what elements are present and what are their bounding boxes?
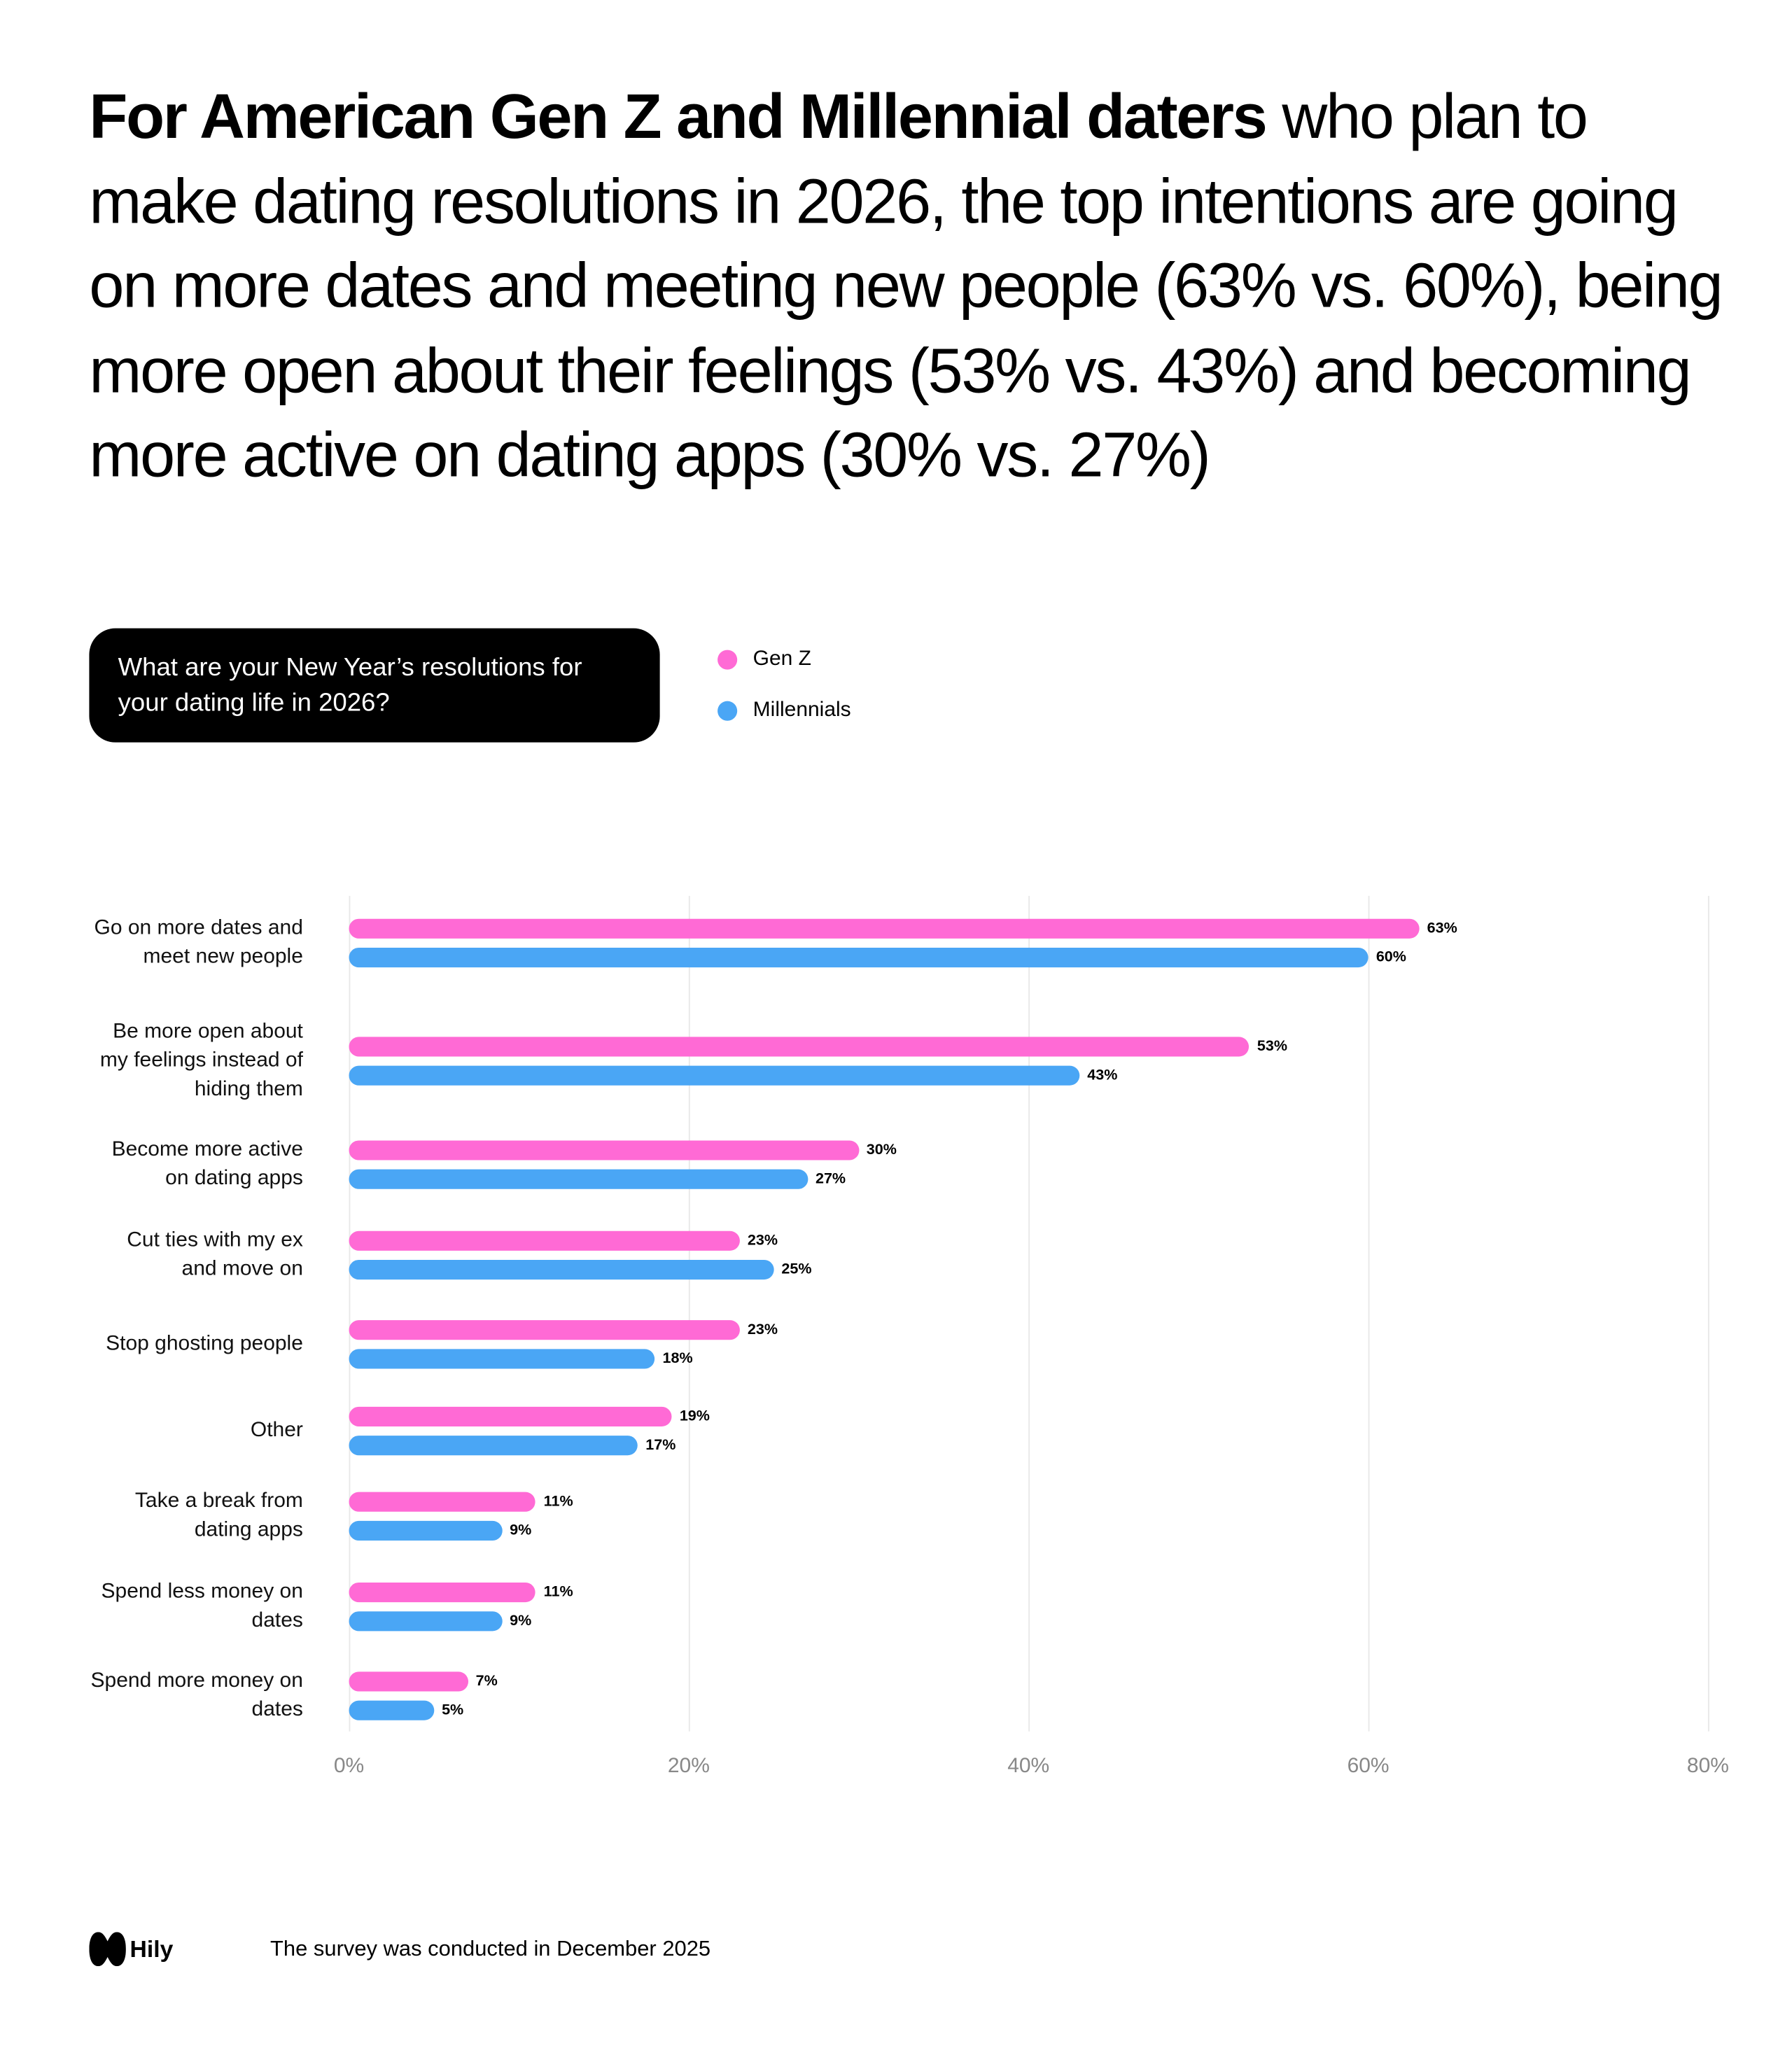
category-text: Be more open about my feelings instead o…	[99, 1020, 303, 1101]
brand: Hily	[130, 1936, 174, 1963]
category-text: Stop ghosting people	[106, 1332, 303, 1355]
bar	[349, 1406, 672, 1426]
title: For American Gen Z and Millennial daters…	[89, 76, 1729, 499]
category-label: Stop ghosting people	[41, 1330, 303, 1359]
grid-line	[688, 895, 690, 1732]
category-label: Become more active on dating apps	[41, 1136, 303, 1193]
bar	[349, 1230, 740, 1251]
x-tick-label: 0%	[333, 1755, 365, 1778]
category-text: Spend less money on dates	[101, 1580, 303, 1632]
legend-marker	[718, 650, 738, 670]
category-text: Become more active on dating apps	[111, 1138, 303, 1190]
value-label: 11%	[543, 1584, 573, 1601]
value-label: 53%	[1256, 1039, 1288, 1055]
logo-icon	[89, 1932, 126, 1967]
grid-line	[1028, 895, 1030, 1732]
bar	[349, 1671, 468, 1692]
value-label: 18%	[662, 1351, 693, 1367]
value-label: 9%	[510, 1613, 532, 1629]
value-label: 9%	[510, 1522, 532, 1539]
title-rest: who plan to make dating resolutions in 2…	[89, 83, 1723, 491]
value-label: 23%	[747, 1233, 778, 1249]
category-text: Go on more dates and meet new people	[94, 916, 303, 969]
category-label: Be more open about my feelings instead o…	[41, 1018, 303, 1104]
bar	[349, 1611, 502, 1632]
value-label: 43%	[1087, 1067, 1118, 1083]
legend-label: Gen Z	[752, 647, 812, 671]
x-tick-label: 60%	[1347, 1755, 1390, 1778]
value-label: 17%	[645, 1437, 676, 1454]
bar	[349, 918, 1420, 939]
bar	[349, 1320, 740, 1340]
bar	[349, 1436, 638, 1456]
value-label: 11%	[543, 1494, 573, 1510]
category-text: Other	[250, 1419, 303, 1442]
value-label: 19%	[679, 1408, 710, 1425]
x-tick-label: 80%	[1686, 1755, 1729, 1778]
category-label: Spend more money on dates	[41, 1667, 303, 1725]
legend-marker	[718, 701, 738, 721]
bar	[349, 1700, 434, 1720]
value-label: 23%	[747, 1321, 778, 1338]
value-label: 30%	[866, 1142, 897, 1158]
grid-line	[1368, 895, 1370, 1732]
category-label: Go on more dates and meet new people	[41, 914, 303, 972]
category-label: Take a break from dating apps	[41, 1487, 303, 1545]
value-label: 5%	[442, 1702, 464, 1718]
bar	[349, 947, 1368, 968]
legend-label: Millennials	[752, 699, 851, 722]
category-label: Other	[41, 1417, 303, 1445]
question: What are your New Year’s resolutions for…	[118, 653, 582, 718]
category-label: Spend less money on dates	[41, 1578, 303, 1635]
grid-line	[349, 895, 351, 1732]
bar	[349, 1492, 536, 1512]
bar	[349, 1349, 655, 1369]
category-text: Cut ties with my ex and move on	[127, 1228, 303, 1281]
value-label: 7%	[475, 1674, 498, 1690]
bar	[349, 1037, 1250, 1057]
bar	[349, 1582, 536, 1603]
x-tick-label: 40%	[1007, 1755, 1050, 1778]
value-label: 63%	[1427, 920, 1457, 937]
bar	[349, 1169, 808, 1189]
value-label: 60%	[1376, 949, 1406, 966]
bar	[349, 1259, 774, 1280]
title-bold: For American Gen Z and Millennial daters	[89, 83, 1267, 153]
value-label: 27%	[815, 1171, 846, 1187]
bar	[349, 1065, 1080, 1086]
value-label: 25%	[781, 1261, 812, 1278]
category-label: Cut ties with my ex and move on	[41, 1226, 303, 1284]
grid-line	[1707, 895, 1709, 1732]
question-box	[89, 628, 660, 743]
category-text: Take a break from dating apps	[134, 1489, 303, 1541]
bar	[349, 1520, 502, 1541]
bar	[349, 1140, 859, 1160]
footer-note: The survey was conducted in December 202…	[270, 1937, 711, 1961]
category-text: Spend more money on dates	[90, 1669, 303, 1721]
x-tick-label: 20%	[667, 1755, 710, 1778]
